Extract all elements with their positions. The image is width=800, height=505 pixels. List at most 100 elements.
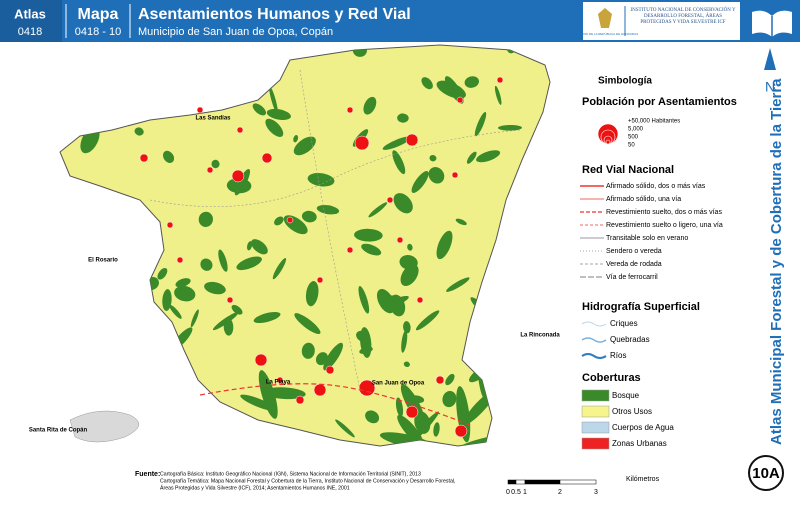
forest-patch bbox=[392, 150, 406, 175]
forest-patch bbox=[428, 167, 445, 184]
settlement bbox=[231, 169, 245, 183]
legend-symbol bbox=[581, 353, 607, 359]
legend-section: Hidrografía Superficial bbox=[582, 301, 700, 313]
scale-tick: 0 bbox=[506, 489, 510, 496]
settlement bbox=[313, 383, 327, 397]
settlement bbox=[295, 395, 305, 405]
settlement bbox=[496, 76, 504, 84]
legend-label: Afirmado sólido, una vía bbox=[606, 196, 681, 203]
forest-patch bbox=[397, 113, 409, 123]
scale-segment bbox=[515, 479, 526, 485]
path-line bbox=[149, 69, 521, 391]
settlement bbox=[354, 135, 370, 151]
legend-label: Afirmado sólido, dos o más vías bbox=[606, 183, 706, 190]
place-label: La Rinconada bbox=[520, 333, 560, 339]
legend-symbol bbox=[581, 337, 607, 343]
forest-patch bbox=[198, 211, 213, 227]
subtitle: Municipio de San Juan de Opoa, Copán bbox=[138, 26, 333, 38]
forest-patch bbox=[356, 330, 370, 343]
forest-patch bbox=[223, 317, 234, 336]
forest-patch bbox=[476, 150, 501, 163]
forest-patch bbox=[411, 171, 429, 194]
settlement bbox=[261, 152, 273, 164]
forest-patch bbox=[494, 85, 502, 105]
settlement bbox=[346, 106, 354, 114]
legend-label: Zonas Urbanas bbox=[612, 439, 667, 448]
forest-patch bbox=[305, 281, 319, 307]
forest-patch bbox=[265, 118, 284, 137]
logo-left-text: GOBIERNO DE LA REPÚBLICA DE HONDURAS bbox=[572, 31, 638, 36]
atlas-label: Atlas bbox=[14, 6, 46, 21]
place-label: Las Sandías bbox=[195, 116, 231, 122]
legend-label: Vía de ferrocarril bbox=[606, 274, 658, 281]
forest-patch bbox=[157, 267, 168, 280]
settlement bbox=[196, 106, 204, 114]
legend-label: Vereda de rodada bbox=[606, 261, 662, 268]
forest-patch bbox=[190, 309, 199, 328]
settlement bbox=[405, 405, 419, 419]
settlement bbox=[435, 375, 445, 385]
logo-right-text: INSTITUTO NACIONAL DE CONSERVACIÓN Y DES… bbox=[630, 8, 736, 25]
forest-patch bbox=[274, 216, 284, 226]
forest-patch bbox=[354, 228, 383, 242]
forest-patch bbox=[134, 127, 144, 136]
scale-segment bbox=[507, 479, 517, 485]
legend-symbol bbox=[605, 139, 611, 145]
forest-patch bbox=[359, 346, 373, 354]
forest-patch bbox=[251, 239, 268, 255]
legend-label: Revestimiento suelto o ligero, una vía bbox=[606, 222, 723, 229]
settlement bbox=[405, 133, 419, 147]
legend-label: 500 bbox=[628, 135, 639, 141]
scale-tick: 2 bbox=[558, 489, 562, 496]
settlement bbox=[236, 126, 244, 134]
source-label: Fuente: bbox=[135, 471, 160, 478]
forest-patch bbox=[361, 243, 382, 256]
legend-label: Revestimiento suelto, dos o más vías bbox=[606, 209, 722, 216]
forest-patch bbox=[258, 370, 278, 419]
scale-unit: Kilómetros bbox=[626, 476, 660, 483]
forest-patch bbox=[403, 321, 411, 334]
legend-label: Quebradas bbox=[610, 335, 650, 344]
forest-patch bbox=[382, 136, 412, 150]
settlement bbox=[286, 216, 294, 224]
forest-patch bbox=[415, 310, 440, 331]
forest-patch bbox=[383, 295, 399, 306]
forest-patch bbox=[200, 258, 213, 271]
forest-patch bbox=[204, 281, 226, 295]
settlement bbox=[316, 276, 324, 284]
badge: 10A bbox=[752, 465, 780, 482]
atlas-box bbox=[0, 0, 62, 42]
forest-patch bbox=[293, 135, 299, 143]
forest-patch bbox=[446, 277, 470, 292]
forest-patch bbox=[211, 159, 220, 169]
north-label: N bbox=[765, 79, 775, 95]
forest-patch bbox=[316, 204, 340, 215]
title: Asentamientos Humanos y Red Vial bbox=[138, 6, 411, 23]
forest-patch bbox=[421, 77, 433, 90]
forest-patch bbox=[497, 125, 523, 131]
source-line: Cartografía Básica: Instituto Geográfico… bbox=[160, 471, 421, 477]
forest-patch bbox=[358, 286, 370, 314]
settlement bbox=[346, 246, 354, 254]
forest-patch bbox=[252, 103, 267, 116]
legend-label: Sendero o vereda bbox=[606, 248, 662, 255]
legend-label: Bosque bbox=[612, 391, 640, 400]
north-arrow bbox=[764, 48, 776, 70]
forest-patch bbox=[301, 210, 317, 223]
scale-tick: 3 bbox=[594, 489, 598, 496]
legend-swatch bbox=[581, 421, 610, 434]
forest-patch bbox=[307, 173, 335, 187]
forest-patch bbox=[294, 313, 321, 335]
forest-patch bbox=[444, 76, 464, 104]
atlas-code: 0418 bbox=[18, 26, 42, 38]
settlement bbox=[416, 296, 424, 304]
legend-swatch bbox=[581, 389, 610, 402]
forest-patch bbox=[455, 218, 467, 226]
settlement bbox=[396, 236, 404, 244]
forest-patch bbox=[162, 150, 175, 163]
forest-patch bbox=[323, 342, 343, 371]
legend-swatch bbox=[581, 405, 610, 418]
settlement bbox=[226, 296, 234, 304]
legend-symbol bbox=[581, 321, 607, 327]
forest-patch bbox=[395, 397, 404, 417]
